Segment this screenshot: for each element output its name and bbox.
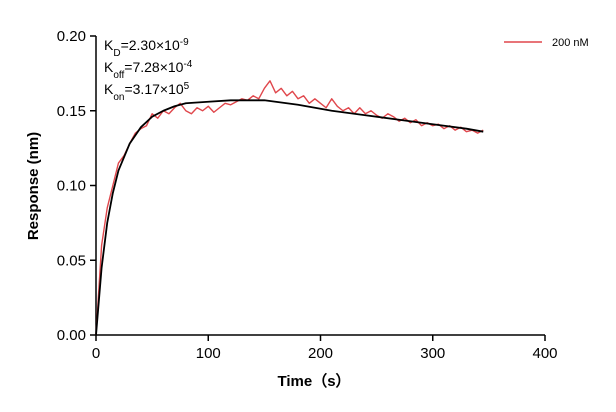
annotation-sup: -9: [180, 37, 189, 48]
annotation: KD=2.30×10-9: [104, 37, 189, 59]
y-tick-label: 0.05: [57, 252, 86, 269]
annotation-text: =2.30×10: [121, 37, 180, 53]
annotation-text: =3.17×10: [124, 81, 183, 97]
annotation: Koff=7.28×10-4: [104, 59, 193, 81]
annotation: Kon=3.17×105: [104, 81, 190, 103]
annotation-base: K: [104, 37, 114, 53]
y-tick-label: 0.20: [57, 28, 86, 45]
annotation-sup: -4: [183, 59, 192, 70]
annotation-sup: 5: [184, 81, 190, 92]
annotation-sub: on: [113, 92, 124, 103]
y-axis-label: Response (nm): [25, 132, 42, 240]
annotation-sub: off: [113, 70, 124, 81]
x-tick-label: 300: [420, 345, 445, 362]
annotation-sub: D: [113, 48, 120, 59]
series-line: [95, 80, 484, 336]
x-tick-label: 200: [308, 345, 333, 362]
y-tick-label: 0.00: [57, 327, 86, 344]
annotation-base: K: [104, 59, 114, 75]
x-tick-label: 400: [532, 345, 557, 362]
x-axis-label: Time（s）: [277, 372, 350, 390]
legend-label: 200 nM: [552, 37, 589, 49]
annotation-base: K: [104, 81, 114, 97]
y-tick-label: 0.10: [57, 178, 86, 195]
x-tick-label: 0: [92, 345, 100, 362]
y-tick-label: 0.15: [57, 103, 86, 120]
annotation-text: =7.28×10: [124, 59, 183, 75]
x-tick-label: 100: [196, 345, 221, 362]
series-line: [95, 99, 484, 336]
